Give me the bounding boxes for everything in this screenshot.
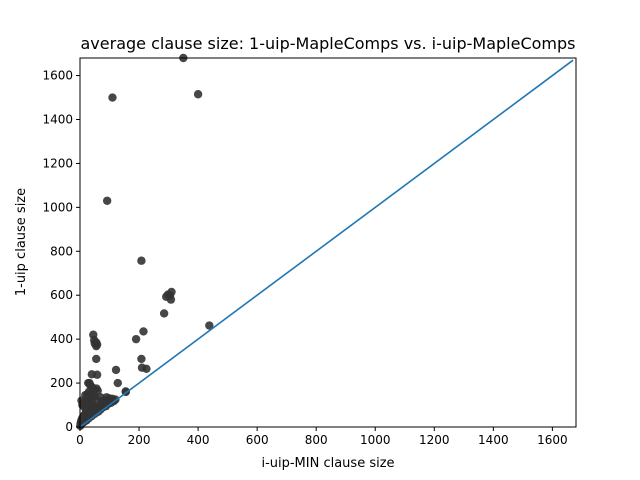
reference-line bbox=[79, 59, 574, 428]
data-point bbox=[139, 327, 148, 336]
x-axis-label: i-uip-MIN clause size bbox=[261, 456, 394, 471]
y-tick-label: 200 bbox=[50, 376, 73, 390]
data-point bbox=[92, 354, 101, 364]
data-point bbox=[121, 387, 130, 396]
y-axis-ticks: 0 200 400 600 800 1000 1200 1400 1600 bbox=[42, 69, 80, 434]
x-tick-label: 800 bbox=[305, 433, 328, 447]
reference-line-group bbox=[79, 59, 574, 428]
axes-frame bbox=[79, 57, 577, 428]
data-point bbox=[92, 370, 102, 379]
y-tick-label: 0 bbox=[65, 420, 73, 434]
data-point bbox=[205, 321, 214, 330]
data-point bbox=[87, 398, 97, 408]
x-axis-ticks: 0 200 400 600 800 1000 1200 1400 1600 bbox=[76, 427, 568, 447]
data-point bbox=[78, 418, 88, 427]
y-tick-label: 1200 bbox=[42, 156, 73, 170]
data-point bbox=[111, 365, 121, 375]
data-point bbox=[101, 401, 111, 411]
y-tick-label: 1000 bbox=[42, 200, 73, 214]
y-axis-label: 1-uip clause size bbox=[14, 188, 29, 296]
data-point bbox=[131, 334, 141, 344]
y-tick-label: 600 bbox=[50, 288, 73, 302]
data-point bbox=[162, 292, 171, 301]
x-tick-label: 0 bbox=[76, 433, 84, 447]
y-tick-label: 400 bbox=[50, 332, 73, 346]
x-tick-label: 1200 bbox=[419, 433, 450, 447]
data-point bbox=[159, 309, 169, 318]
x-tick-label: 1600 bbox=[537, 433, 568, 447]
data-point bbox=[90, 339, 99, 348]
data-point bbox=[137, 256, 146, 265]
x-tick-label: 400 bbox=[187, 433, 210, 447]
data-point bbox=[142, 364, 151, 373]
x-tick-label: 200 bbox=[128, 433, 151, 447]
data-point bbox=[137, 354, 146, 364]
y-tick-label: 800 bbox=[50, 244, 73, 258]
data-point bbox=[85, 378, 94, 388]
data-point bbox=[113, 378, 122, 388]
chart-title: average clause size: 1-uip-MapleComps vs… bbox=[81, 34, 576, 53]
y-tick-label: 1600 bbox=[42, 69, 73, 83]
x-tick-label: 1400 bbox=[478, 433, 509, 447]
y-tick-label: 1400 bbox=[42, 113, 73, 127]
x-tick-label: 600 bbox=[246, 433, 269, 447]
data-point bbox=[193, 90, 203, 99]
plot-area bbox=[76, 53, 577, 431]
x-tick-label: 1000 bbox=[360, 433, 391, 447]
data-point bbox=[102, 196, 112, 205]
data-point bbox=[108, 93, 117, 102]
